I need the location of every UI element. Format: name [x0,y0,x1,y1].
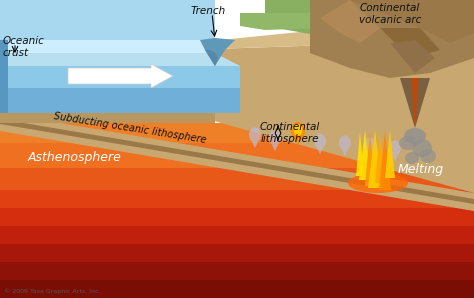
Polygon shape [0,119,474,204]
Polygon shape [0,113,474,211]
Polygon shape [200,38,235,66]
Polygon shape [0,40,8,113]
Polygon shape [367,152,373,158]
Text: © 2009 Tasa Graphic Arts, Inc.: © 2009 Tasa Graphic Arts, Inc. [4,288,100,294]
Polygon shape [0,53,240,66]
Ellipse shape [249,128,261,142]
Polygon shape [0,123,474,143]
Polygon shape [265,0,474,36]
Polygon shape [0,208,474,226]
FancyArrow shape [68,64,173,88]
Polygon shape [0,0,215,40]
Polygon shape [320,0,380,43]
Polygon shape [0,66,240,113]
Polygon shape [0,143,474,168]
Polygon shape [185,28,474,50]
Polygon shape [0,168,474,190]
Polygon shape [205,50,218,66]
Ellipse shape [339,136,351,150]
Polygon shape [380,28,440,58]
Ellipse shape [405,152,419,164]
Polygon shape [317,148,323,154]
Polygon shape [392,155,398,161]
Text: Subducting oceanic lithosphere: Subducting oceanic lithosphere [53,111,207,145]
Polygon shape [412,78,418,123]
Polygon shape [252,142,258,148]
Text: Asthenosphere: Asthenosphere [28,151,122,164]
Ellipse shape [291,122,305,140]
Polygon shape [0,88,240,113]
Ellipse shape [269,131,281,145]
Polygon shape [0,190,474,208]
Ellipse shape [420,149,436,163]
Polygon shape [0,280,474,298]
Polygon shape [310,0,474,78]
Ellipse shape [348,173,408,193]
Polygon shape [0,244,474,262]
Text: Oceanic
crust: Oceanic crust [3,36,45,58]
Polygon shape [365,131,375,186]
Ellipse shape [404,128,426,144]
Polygon shape [356,132,364,176]
Ellipse shape [314,134,326,148]
Polygon shape [390,40,435,73]
Polygon shape [0,226,474,244]
Polygon shape [350,0,474,43]
Polygon shape [185,40,474,193]
Polygon shape [368,130,382,188]
Polygon shape [272,145,278,151]
Polygon shape [0,113,215,123]
Polygon shape [0,262,474,280]
Polygon shape [379,130,391,190]
Polygon shape [240,13,320,30]
Text: Continental
lithosphere: Continental lithosphere [260,122,320,144]
Ellipse shape [412,139,432,157]
Ellipse shape [364,137,376,153]
Polygon shape [342,150,348,156]
Ellipse shape [399,136,417,150]
Text: Trench: Trench [191,6,226,16]
Text: Continental
volcanic arc: Continental volcanic arc [359,3,421,25]
Polygon shape [295,139,301,145]
Polygon shape [0,40,215,53]
Polygon shape [375,131,385,183]
Polygon shape [359,130,371,180]
Ellipse shape [293,124,302,136]
Polygon shape [385,130,395,178]
Ellipse shape [389,140,401,156]
Text: Melting: Melting [398,164,444,176]
Polygon shape [400,78,430,128]
